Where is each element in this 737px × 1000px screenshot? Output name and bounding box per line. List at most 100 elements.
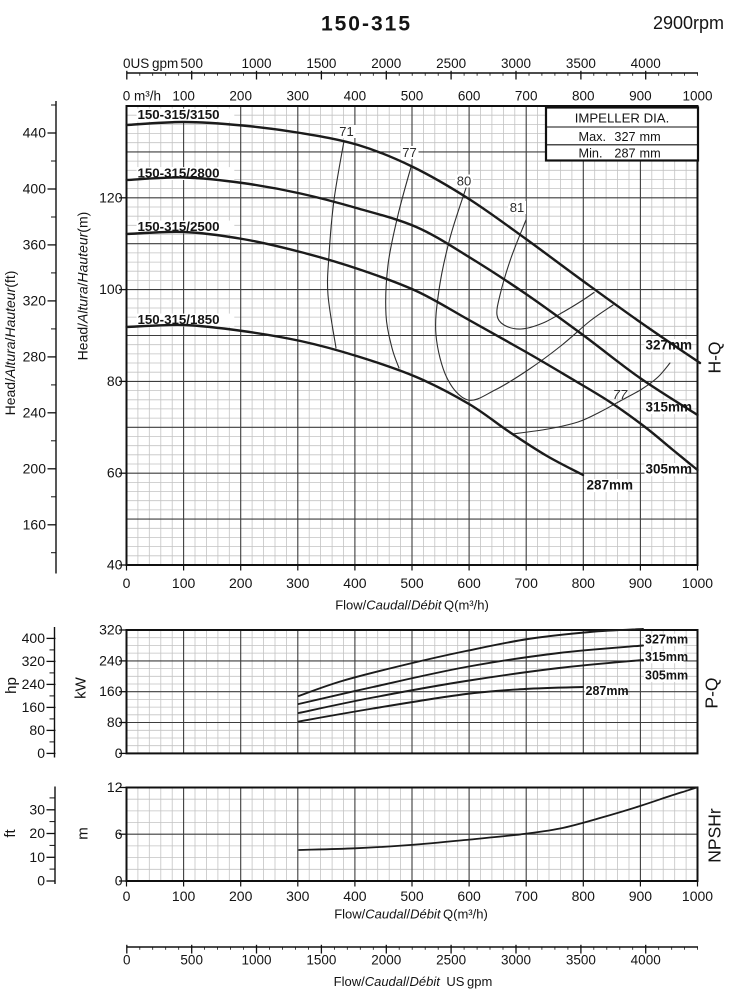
svg-text:500: 500 [180,56,203,71]
svg-text:kW: kW [73,676,90,699]
svg-text:0: 0 [115,873,123,889]
svg-text:400: 400 [344,89,367,104]
svg-text:Head/Altura/Hauteur(m): Head/Altura/Hauteur(m) [75,212,91,361]
svg-text:80: 80 [457,174,471,189]
svg-text:400: 400 [343,575,367,591]
svg-text:327mm: 327mm [645,633,688,647]
svg-text:77: 77 [613,387,628,402]
svg-text:2000: 2000 [371,953,401,968]
svg-text:305mm: 305mm [646,462,693,477]
svg-text:Min.: Min. [579,146,603,160]
svg-text:mm: mm [640,146,661,160]
svg-text:2000: 2000 [371,56,401,71]
svg-text:700: 700 [515,89,538,104]
svg-text:200: 200 [229,89,252,104]
svg-text:327: 327 [614,130,635,144]
svg-text:400: 400 [343,888,367,904]
svg-text:3000: 3000 [501,953,531,968]
svg-text:300: 300 [287,89,310,104]
svg-text:160: 160 [22,699,46,715]
svg-text:60: 60 [107,465,123,481]
svg-text:287mm: 287mm [586,684,629,698]
svg-text:ft: ft [2,829,19,838]
svg-text:200: 200 [229,888,253,904]
svg-text:1500: 1500 [306,953,336,968]
svg-text:150-315: 150-315 [321,13,412,36]
svg-text:500: 500 [400,888,424,904]
svg-text:0: 0 [123,56,131,71]
svg-text:0: 0 [123,575,131,591]
svg-text:6: 6 [115,826,123,842]
svg-text:0: 0 [37,745,45,761]
svg-text:30: 30 [29,801,45,817]
svg-text:320: 320 [99,622,123,638]
svg-text:900: 900 [629,575,653,591]
svg-text:10: 10 [29,849,45,865]
svg-text:320: 320 [23,292,47,308]
svg-text:100: 100 [172,575,196,591]
svg-text:Max.: Max. [579,130,607,144]
svg-text:mm: mm [640,130,661,144]
svg-text:0: 0 [123,89,131,104]
svg-text:900: 900 [629,89,652,104]
svg-text:287mm: 287mm [587,478,634,493]
svg-text:300: 300 [286,575,310,591]
svg-text:1000: 1000 [241,56,271,71]
svg-text:81: 81 [510,200,524,215]
svg-text:H-Q: H-Q [705,341,725,373]
svg-text:100: 100 [99,281,123,297]
svg-text:600: 600 [457,575,481,591]
svg-text:P-Q: P-Q [702,677,722,708]
svg-text:77: 77 [402,145,416,160]
svg-text:100: 100 [172,89,195,104]
svg-text:320: 320 [22,653,46,669]
svg-text:160: 160 [99,683,123,699]
svg-text:500: 500 [400,575,424,591]
svg-text:0: 0 [37,873,45,889]
svg-text:4000: 4000 [631,56,661,71]
svg-text:800: 800 [572,89,595,104]
svg-text:0: 0 [123,953,131,968]
svg-text:2500: 2500 [436,56,466,71]
svg-text:200: 200 [229,575,253,591]
svg-text:hp: hp [3,677,20,694]
svg-text:NPSHr: NPSHr [705,808,725,863]
svg-text:800: 800 [572,888,596,904]
svg-text:800: 800 [572,575,596,591]
svg-text:305mm: 305mm [645,669,688,683]
svg-text:150-315/1850: 150-315/1850 [138,312,220,327]
svg-text:360: 360 [23,236,47,252]
svg-text:315mm: 315mm [646,400,693,415]
svg-text:1500: 1500 [306,56,336,71]
svg-text:287: 287 [614,146,635,160]
svg-text:600: 600 [458,89,481,104]
svg-text:Head/Altura/Hauteur(ft): Head/Altura/Hauteur(ft) [2,271,18,416]
svg-text:m: m [75,827,92,840]
svg-text:150-315/2800: 150-315/2800 [138,166,220,181]
svg-text:20: 20 [29,825,45,841]
svg-text:200: 200 [23,460,47,476]
svg-text:315mm: 315mm [645,650,688,664]
svg-text:40: 40 [107,557,123,573]
svg-text:Flow/Caudal/Débit US gpm: Flow/Caudal/Débit US gpm [334,974,493,989]
svg-text:US gpm: US gpm [131,56,179,71]
svg-text:3500: 3500 [566,56,596,71]
svg-text:12: 12 [107,779,123,795]
svg-text:80: 80 [29,722,45,738]
svg-text:3000: 3000 [501,56,531,71]
svg-text:600: 600 [457,888,481,904]
svg-text:240: 240 [99,652,123,668]
svg-text:Flow/Caudal/Débit Q(m³/h): Flow/Caudal/Débit Q(m³/h) [335,598,489,613]
svg-text:900: 900 [629,888,653,904]
svg-text:3500: 3500 [566,953,596,968]
svg-text:150-315/2500: 150-315/2500 [138,219,220,234]
svg-text:160: 160 [23,516,47,532]
svg-text:2500: 2500 [436,953,466,968]
svg-text:700: 700 [515,575,539,591]
svg-text:m³/h: m³/h [134,89,161,104]
svg-text:327mm: 327mm [646,338,693,353]
svg-text:120: 120 [99,189,123,205]
svg-text:4000: 4000 [631,953,661,968]
svg-text:240: 240 [23,404,47,420]
svg-text:1000: 1000 [682,575,713,591]
